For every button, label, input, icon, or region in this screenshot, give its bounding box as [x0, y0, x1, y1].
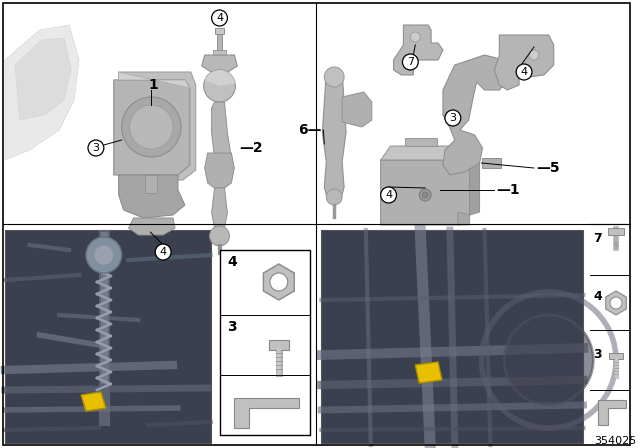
Circle shape [422, 192, 428, 198]
Circle shape [129, 105, 173, 149]
Polygon shape [5, 25, 79, 160]
Polygon shape [342, 92, 372, 127]
Circle shape [94, 245, 114, 265]
Polygon shape [114, 72, 190, 88]
Text: 4: 4 [520, 67, 527, 77]
Text: —1: —1 [497, 183, 520, 197]
Bar [214, 28, 225, 34]
Polygon shape [323, 72, 346, 202]
Polygon shape [234, 398, 299, 428]
Circle shape [212, 10, 227, 26]
Polygon shape [605, 291, 627, 315]
Bar [216, 34, 223, 50]
Text: 7: 7 [407, 57, 414, 67]
Text: 7: 7 [593, 232, 602, 245]
Circle shape [324, 67, 344, 87]
Polygon shape [15, 38, 71, 120]
Text: 1: 1 [148, 78, 158, 92]
FancyBboxPatch shape [220, 250, 310, 435]
Circle shape [86, 237, 122, 273]
Circle shape [122, 97, 181, 157]
Bar [145, 175, 157, 193]
Circle shape [529, 50, 539, 60]
Text: —5: —5 [536, 161, 559, 175]
Polygon shape [118, 175, 185, 218]
Polygon shape [470, 146, 479, 215]
Text: 3: 3 [593, 348, 602, 361]
Polygon shape [394, 25, 443, 75]
Text: 4: 4 [593, 289, 602, 302]
Polygon shape [494, 35, 554, 90]
Polygon shape [118, 72, 196, 180]
Bar [405, 138, 437, 146]
Circle shape [326, 189, 342, 205]
Text: 3: 3 [227, 320, 237, 334]
Polygon shape [212, 188, 227, 228]
Circle shape [156, 244, 171, 260]
Polygon shape [598, 400, 626, 425]
Polygon shape [264, 264, 294, 300]
Circle shape [270, 273, 288, 291]
Circle shape [516, 64, 532, 80]
Text: 3: 3 [92, 143, 99, 153]
Text: —2: —2 [239, 141, 263, 155]
Circle shape [210, 226, 229, 246]
Polygon shape [381, 160, 470, 225]
Text: 3: 3 [449, 113, 456, 123]
Polygon shape [202, 55, 237, 74]
Polygon shape [205, 153, 234, 188]
Polygon shape [269, 340, 289, 350]
Polygon shape [212, 102, 232, 158]
Circle shape [381, 187, 397, 203]
Polygon shape [114, 80, 190, 175]
Text: 4: 4 [227, 255, 237, 269]
Wedge shape [205, 70, 235, 86]
Circle shape [403, 54, 419, 70]
Polygon shape [458, 212, 470, 225]
Circle shape [410, 32, 420, 42]
Bar [212, 50, 227, 55]
Text: 4: 4 [159, 247, 166, 257]
Bar [609, 353, 623, 359]
Text: 6—: 6— [298, 123, 321, 137]
Bar [321, 230, 584, 443]
Bar [481, 158, 501, 168]
Bar [5, 230, 211, 443]
Circle shape [88, 140, 104, 156]
Text: 354025: 354025 [594, 436, 636, 446]
Polygon shape [443, 55, 509, 175]
Polygon shape [81, 392, 106, 411]
Polygon shape [129, 218, 175, 235]
Circle shape [419, 189, 431, 201]
Circle shape [204, 70, 236, 102]
Circle shape [504, 315, 593, 405]
Circle shape [610, 297, 622, 309]
Circle shape [445, 110, 461, 126]
Polygon shape [381, 146, 479, 160]
Text: 4: 4 [216, 13, 223, 23]
Polygon shape [415, 362, 442, 383]
Bar [608, 228, 624, 235]
Text: 4: 4 [385, 190, 392, 200]
